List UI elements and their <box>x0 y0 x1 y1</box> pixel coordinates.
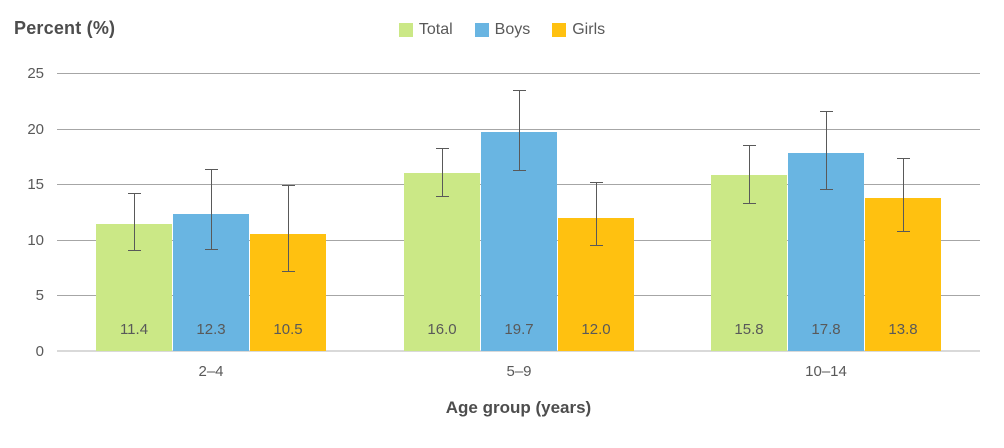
x-axis-title: Age group (years) <box>445 398 592 417</box>
bar-value-total-2-4: 11.4 <box>119 321 149 338</box>
x-axis-line <box>57 350 980 352</box>
y-tick-label-20: 20 <box>27 121 44 138</box>
error-bar-cap-top-boys-5-9 <box>513 90 526 91</box>
error-bar-total-2-4 <box>134 193 135 250</box>
y-tick-label-25: 25 <box>27 65 44 82</box>
bar-value-girls-10-14: 13.8 <box>888 321 918 338</box>
error-bar-cap-bottom-boys-10-14 <box>820 189 833 190</box>
error-bar-cap-top-boys-10-14 <box>820 111 833 112</box>
x-tick-label-2-4: 2–4 <box>198 363 224 380</box>
error-bar-cap-top-girls-5-9 <box>590 182 603 183</box>
error-bar-cap-bottom-girls-10-14 <box>897 231 910 232</box>
bar-value-total-10-14: 15.8 <box>734 321 764 338</box>
error-bar-total-10-14 <box>749 145 750 203</box>
x-tick-label-5-9: 5–9 <box>506 363 532 380</box>
bar-total-10-14 <box>711 175 787 351</box>
error-bar-cap-bottom-total-5-9 <box>436 196 449 197</box>
y-tick-label-5: 5 <box>35 287 44 304</box>
y-axis-title: Percent (%) <box>14 18 116 38</box>
error-bar-boys-2-4 <box>211 169 212 249</box>
y-tick-label-0: 0 <box>35 343 44 360</box>
gridline-25 <box>57 73 980 74</box>
bar-value-boys-2-4: 12.3 <box>196 321 226 338</box>
error-bar-cap-bottom-girls-2-4 <box>282 271 295 272</box>
error-bar-cap-bottom-total-10-14 <box>743 203 756 204</box>
bar-value-girls-2-4: 10.5 <box>273 321 303 338</box>
error-bar-cap-top-girls-2-4 <box>282 185 295 186</box>
gridline-20 <box>57 129 980 130</box>
x-tick-label-10-14: 10–14 <box>805 363 847 380</box>
bar-value-boys-5-9: 19.7 <box>504 321 534 338</box>
error-bar-cap-top-girls-10-14 <box>897 158 910 159</box>
error-bar-boys-10-14 <box>826 111 827 189</box>
error-bar-cap-bottom-boys-5-9 <box>513 170 526 171</box>
error-bar-cap-top-boys-2-4 <box>205 169 218 170</box>
bar-total-5-9 <box>404 173 480 351</box>
error-bar-cap-bottom-total-2-4 <box>128 250 141 251</box>
error-bar-girls-5-9 <box>596 182 597 245</box>
error-bar-cap-bottom-girls-5-9 <box>590 245 603 246</box>
error-bar-boys-5-9 <box>519 90 520 170</box>
error-bar-cap-top-total-10-14 <box>743 145 756 146</box>
error-bar-cap-top-total-5-9 <box>436 148 449 149</box>
error-bar-cap-bottom-boys-2-4 <box>205 249 218 250</box>
bar-value-girls-5-9: 12.0 <box>581 321 611 338</box>
y-tick-label-10: 10 <box>27 232 44 249</box>
bar-value-boys-10-14: 17.8 <box>811 321 841 338</box>
error-bar-total-5-9 <box>442 148 443 196</box>
error-bar-girls-10-14 <box>903 158 904 231</box>
y-tick-label-15: 15 <box>27 176 44 193</box>
error-bar-girls-2-4 <box>288 185 289 271</box>
bar-value-total-5-9: 16.0 <box>427 321 457 338</box>
error-bar-cap-top-total-2-4 <box>128 193 141 194</box>
